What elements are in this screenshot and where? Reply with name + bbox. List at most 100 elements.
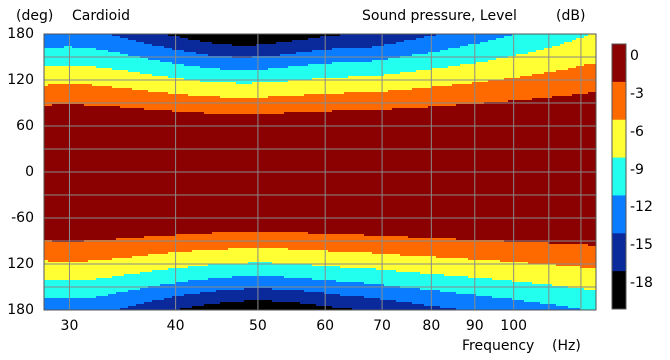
heatmap-cell <box>252 288 257 301</box>
heatmap-cell <box>120 108 125 239</box>
heatmap-cell <box>504 298 509 310</box>
heatmap-cell <box>548 284 553 305</box>
heatmap-cell <box>140 42 145 59</box>
heatmap-cell <box>436 68 441 87</box>
heatmap-cell <box>316 306 321 310</box>
heatmap-cell <box>92 280 97 299</box>
heatmap-cell <box>120 276 125 293</box>
heatmap-cell <box>276 302 281 310</box>
heatmap-cell <box>452 84 457 107</box>
heatmap-cell <box>84 84 89 107</box>
heatmap-cell <box>548 264 553 285</box>
heatmap-cell <box>244 70 249 85</box>
heatmap-cell <box>232 70 237 83</box>
heatmap-cell <box>312 112 317 235</box>
heatmap-cell <box>248 46 253 59</box>
heatmap-cell <box>540 98 545 243</box>
heatmap-cell <box>396 58 401 75</box>
heatmap-cell <box>408 272 413 289</box>
heatmap-cell <box>364 284 369 299</box>
heatmap-cell <box>180 296 185 309</box>
heatmap-cell <box>208 292 213 305</box>
heatmap-cell <box>372 236 377 255</box>
heatmap-cell <box>244 98 249 115</box>
heatmap-cell <box>152 60 157 77</box>
heatmap-cell <box>336 48 341 63</box>
heatmap-cell <box>260 34 265 45</box>
heatmap-cell <box>228 232 233 249</box>
heatmap-cell <box>564 70 569 97</box>
heatmap-cell <box>156 46 161 61</box>
heatmap-cell <box>248 84 253 99</box>
heatmap-cell <box>576 244 581 267</box>
heatmap-cell <box>156 110 161 237</box>
plot-border <box>43 33 597 311</box>
heatmap-cell <box>144 272 149 289</box>
heatmap-cell <box>52 280 57 299</box>
heatmap-cell <box>332 252 337 267</box>
y-tick-label: 120 <box>7 256 34 272</box>
heatmap-cell <box>412 288 417 305</box>
heatmap-cell <box>432 36 437 53</box>
heatmap-cell <box>340 78 345 95</box>
heatmap-cell <box>212 56 217 69</box>
heatmap-cell <box>452 308 457 310</box>
heatmap-cell <box>412 108 417 239</box>
heatmap-cell <box>324 266 329 281</box>
heatmap-cell <box>276 264 281 277</box>
heatmap-cell <box>168 36 173 49</box>
heatmap-cell <box>276 232 281 249</box>
heatmap-cell <box>244 232 249 249</box>
heatmap-cell <box>60 34 65 49</box>
heatmap-cell <box>64 262 69 281</box>
colorbar-swatch <box>612 44 626 83</box>
heatmap-cell <box>468 260 473 279</box>
colorbar-swatch <box>612 233 626 272</box>
heatmap-cell <box>572 68 577 95</box>
heatmap-cell <box>372 254 377 269</box>
heatmap-cell <box>120 292 125 309</box>
heatmap-cell <box>428 238 433 257</box>
heatmap-cell <box>124 70 129 89</box>
heatmap-cell <box>532 52 537 75</box>
heatmap-cell <box>236 232 241 249</box>
heatmap-cell <box>400 42 405 57</box>
heatmap-cell <box>476 62 481 83</box>
heatmap-cell <box>272 68 277 83</box>
heatmap-cell <box>364 252 369 269</box>
heatmap-cell <box>376 76 381 93</box>
heatmap-cell <box>200 34 205 43</box>
heatmap-cell <box>212 34 217 45</box>
heatmap-cell <box>304 40 309 53</box>
heatmap-cell <box>336 62 341 79</box>
heatmap-cell <box>276 42 281 57</box>
heatmap-cell <box>548 98 553 245</box>
heatmap-cell <box>528 282 533 303</box>
heatmap-cell <box>164 110 169 237</box>
heatmap-cell <box>484 260 489 279</box>
heatmap-cell <box>340 234 345 253</box>
heatmap-cell <box>488 80 493 103</box>
heatmap-cell <box>288 250 293 265</box>
heatmap-cell <box>552 96 557 245</box>
heatmap-cell <box>188 112 193 235</box>
heatmap-cell <box>184 268 189 283</box>
heatmap-cell <box>432 34 437 37</box>
heatmap-cell <box>268 262 273 277</box>
heatmap-cell <box>496 298 501 310</box>
heatmap-cell <box>184 282 189 295</box>
heatmap-cell <box>296 250 301 265</box>
heatmap-cell <box>72 280 77 299</box>
heatmap-cell <box>196 66 201 81</box>
heatmap-cell <box>432 238 437 257</box>
heatmap-cell <box>68 66 73 85</box>
heatmap-cell <box>432 306 437 310</box>
heatmap-cell <box>100 34 105 51</box>
heatmap-cell <box>444 68 449 87</box>
heatmap-cell <box>240 248 245 265</box>
heatmap-cell <box>172 112 177 237</box>
heatmap-cell <box>364 298 369 310</box>
heatmap-cell <box>312 34 317 39</box>
heatmap-cell <box>260 262 265 277</box>
heatmap-cell <box>92 66 97 87</box>
